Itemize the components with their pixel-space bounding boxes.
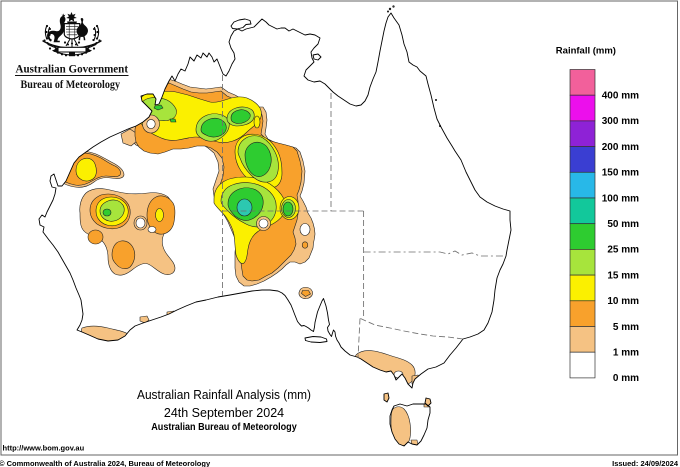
svg-text:Australian Bureau of Meteorolo: Australian Bureau of Meteorology (151, 422, 297, 433)
svg-text:Bureau of Meteorology: Bureau of Meteorology (21, 77, 121, 91)
svg-text:http://www.bom.gov.au: http://www.bom.gov.au (3, 444, 85, 453)
svg-text:25 mm: 25 mm (607, 245, 639, 256)
svg-text:Rainfall (mm): Rainfall (mm) (556, 46, 616, 57)
svg-text:24th September 2024: 24th September 2024 (164, 406, 284, 420)
svg-text:50 mm: 50 mm (607, 219, 639, 230)
svg-text:10 mm: 10 mm (607, 296, 639, 307)
svg-text:0 mm: 0 mm (613, 373, 639, 384)
svg-text:400 mm: 400 mm (602, 91, 639, 102)
svg-text:300 mm: 300 mm (602, 116, 639, 127)
svg-text:100 mm: 100 mm (602, 193, 639, 204)
svg-text:Australian Rainfall Analysis (: Australian Rainfall Analysis (mm) (137, 387, 311, 402)
svg-text:1 mm: 1 mm (613, 348, 639, 359)
svg-text:15 mm: 15 mm (607, 270, 639, 281)
svg-text:5 mm: 5 mm (613, 322, 639, 333)
svg-text:200 mm: 200 mm (602, 142, 639, 153)
svg-text:Australian Government: Australian Government (16, 61, 129, 75)
svg-text:Issued: 24/09/2024: Issued: 24/09/2024 (612, 459, 679, 467)
svg-text:150 mm: 150 mm (602, 168, 639, 179)
svg-text:© Commonwealth of Australia 20: © Commonwealth of Australia 2024, Bureau… (0, 459, 211, 467)
